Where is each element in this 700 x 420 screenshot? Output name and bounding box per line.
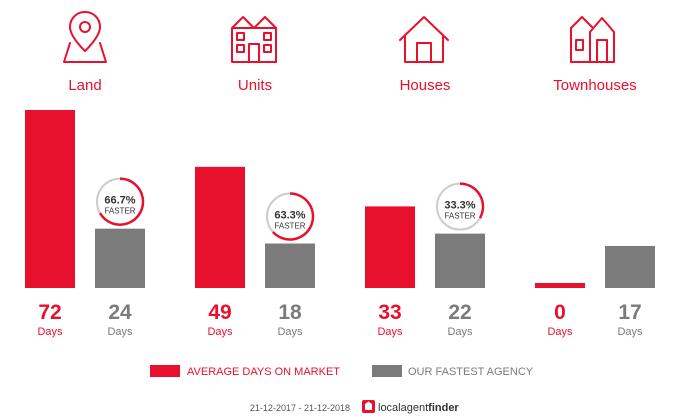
unit-label: Days [377,326,403,338]
localagentfinder-logo: localagentfinder [362,400,459,414]
apartment-building-icon [231,16,277,63]
date-range: 21-12-2017 - 21-12-2018 [250,403,350,413]
faster-badge: 33.3%FASTER [436,182,485,231]
value-label: 49 [208,301,231,324]
badge-ring-progress [98,177,145,226]
value-label: 24 [108,301,132,324]
bar-fastest-agency [605,245,655,288]
faster-badge: 66.7%FASTER [96,177,145,226]
house-icon [399,16,449,63]
bar-average-days [25,110,75,288]
legend-label-agency: OUR FASTEST AGENCY [408,366,534,378]
unit-label: Days [617,326,643,338]
unit-label: Days [547,326,573,338]
bar-fastest-agency [435,233,485,288]
value-label: 22 [448,301,471,324]
badge-ring-progress [459,182,485,219]
badge-percent: 66.7% [104,195,135,207]
bar-average-days [195,166,245,288]
unit-label: Days [207,326,233,338]
category-label: Houses [400,77,451,94]
badge-faster-text: FASTER [444,212,475,221]
badge-faster-text: FASTER [274,222,305,231]
value-label: 72 [38,301,61,324]
category-label: Townhouses [553,77,636,94]
category-label: Land [68,77,101,94]
faster-badge: 63.3%FASTER [266,192,315,241]
unit-label: Days [107,326,133,338]
brand-text: localagentfinder [378,402,459,414]
badge-percent: 33.3% [444,200,475,212]
bar-average-days [535,283,585,288]
badge-ring-progress [272,192,315,241]
value-label: 17 [618,301,641,324]
badge-percent: 63.3% [274,210,305,222]
bar-fastest-agency [265,243,315,288]
bar-average-days [365,206,415,288]
unit-label: Days [37,326,63,338]
bar-fastest-agency [95,228,145,288]
unit-label: Days [277,326,303,338]
category-label: Units [238,77,272,94]
legend-swatch-agency [372,365,402,377]
map-pin-icon [63,11,107,63]
legend-label-average: AVERAGE DAYS ON MARKET [187,366,340,378]
value-label: 18 [278,301,302,324]
legend-swatch-average [150,365,180,377]
value-label: 0 [554,301,566,324]
value-label: 33 [378,301,401,324]
badge-faster-text: FASTER [104,207,135,216]
unit-label: Days [447,326,473,338]
townhouse-icon [570,16,615,63]
